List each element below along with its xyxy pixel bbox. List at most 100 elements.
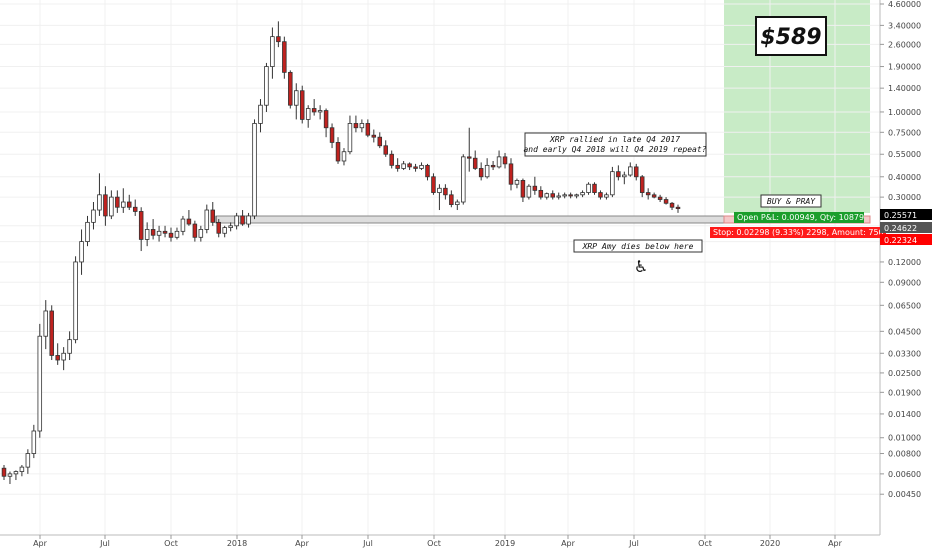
candle bbox=[43, 300, 49, 350]
candle bbox=[252, 119, 257, 220]
candle bbox=[162, 225, 168, 238]
candle bbox=[407, 162, 412, 171]
candle bbox=[210, 202, 216, 226]
candle bbox=[365, 119, 371, 138]
candle bbox=[186, 210, 192, 226]
candle-body-up bbox=[484, 164, 490, 178]
candle-body-up bbox=[341, 151, 347, 162]
candle bbox=[323, 108, 329, 138]
candle bbox=[389, 150, 394, 169]
candle bbox=[305, 105, 311, 128]
candle-body-down bbox=[138, 211, 144, 240]
candle-body-up bbox=[204, 209, 210, 230]
candle bbox=[341, 148, 347, 166]
candle-body-down bbox=[645, 192, 651, 196]
candle-body-down bbox=[657, 196, 663, 200]
candle bbox=[669, 202, 675, 211]
candle-body-down bbox=[1, 467, 7, 477]
candle bbox=[657, 194, 663, 203]
candle-body-down bbox=[282, 41, 287, 73]
candle-body-down bbox=[532, 185, 538, 191]
candle-body-up bbox=[514, 180, 520, 185]
candle bbox=[270, 27, 275, 79]
x-tick-label: 2019 bbox=[495, 539, 515, 548]
candle bbox=[502, 152, 508, 169]
candle-body-up bbox=[85, 221, 90, 242]
dies-note: XRP Amy dies below here bbox=[573, 239, 703, 253]
candle bbox=[264, 62, 269, 112]
candle-body-down bbox=[395, 164, 400, 169]
candle bbox=[413, 163, 418, 172]
candle-body-down bbox=[478, 168, 484, 178]
entry-band bbox=[215, 215, 725, 224]
candle-body-up bbox=[604, 194, 609, 198]
candle-body-up bbox=[544, 193, 550, 198]
candle-body-up bbox=[144, 229, 150, 240]
y-tick-label: 0.00600 bbox=[888, 470, 921, 479]
candle bbox=[574, 193, 579, 199]
candle bbox=[150, 219, 156, 240]
candle-body-up bbox=[359, 123, 365, 129]
candle bbox=[79, 229, 84, 275]
candle-body-down bbox=[538, 189, 544, 198]
candle-body-up bbox=[19, 466, 25, 472]
candle bbox=[431, 173, 436, 195]
target-label: $589 bbox=[755, 16, 827, 56]
buy-text: BUY & PRAY bbox=[767, 197, 816, 206]
x-tick-label: Oct bbox=[427, 539, 441, 548]
candle bbox=[115, 190, 120, 213]
open-pnl-text: Open P&L: 0.00949, Qty: 10879 bbox=[737, 213, 864, 222]
candle bbox=[443, 184, 448, 200]
y-tick-label: 0.03300 bbox=[888, 349, 921, 358]
price-tag-bg bbox=[880, 222, 932, 233]
candle bbox=[550, 190, 555, 200]
candle bbox=[490, 160, 496, 171]
candle bbox=[192, 220, 198, 242]
y-tick-label: 2.60000 bbox=[888, 40, 921, 49]
candle bbox=[568, 192, 573, 199]
candle-body-up bbox=[270, 36, 275, 67]
candle-body-down bbox=[299, 90, 305, 120]
candle-body-down bbox=[115, 196, 120, 208]
candle bbox=[37, 323, 43, 438]
candle-body-down bbox=[520, 180, 526, 198]
candle bbox=[329, 123, 335, 149]
candle-body-up bbox=[580, 192, 585, 196]
candle bbox=[311, 99, 317, 116]
candle bbox=[562, 192, 567, 199]
candle-body-up bbox=[294, 90, 299, 106]
candle bbox=[484, 158, 490, 179]
candle-body-down bbox=[162, 230, 168, 234]
candle bbox=[538, 186, 544, 200]
candle bbox=[526, 184, 532, 200]
candle bbox=[508, 158, 514, 191]
candle-body-down bbox=[49, 310, 54, 356]
candle-body-up bbox=[586, 183, 591, 193]
candle bbox=[222, 225, 227, 238]
candle bbox=[246, 212, 251, 228]
rally-line-2: and early Q4 2018 will Q4 2019 repeat? bbox=[523, 145, 706, 154]
candle-body-up bbox=[174, 230, 180, 238]
candle bbox=[639, 175, 645, 198]
candles bbox=[1, 21, 681, 484]
y-tick-label: 4.60000 bbox=[888, 0, 921, 9]
candle-body-up bbox=[91, 209, 96, 223]
candle bbox=[580, 190, 585, 198]
candle bbox=[371, 129, 377, 143]
candle bbox=[347, 115, 353, 155]
candle bbox=[103, 186, 108, 226]
y-tick-label: 1.00000 bbox=[888, 108, 921, 117]
candle-body-down bbox=[407, 163, 412, 168]
candle-body-up bbox=[437, 187, 442, 193]
candle-body-down bbox=[323, 110, 329, 129]
candle-body-up bbox=[622, 174, 627, 178]
price-tag-label: 0.25571 bbox=[884, 211, 917, 220]
candle bbox=[7, 471, 13, 484]
candle bbox=[156, 225, 162, 242]
candle-body-up bbox=[228, 225, 233, 229]
y-tick-label: 0.12000 bbox=[888, 258, 921, 267]
candle bbox=[174, 227, 180, 240]
x-tick-label: Apr bbox=[33, 539, 48, 548]
candle-body-down bbox=[192, 223, 198, 238]
